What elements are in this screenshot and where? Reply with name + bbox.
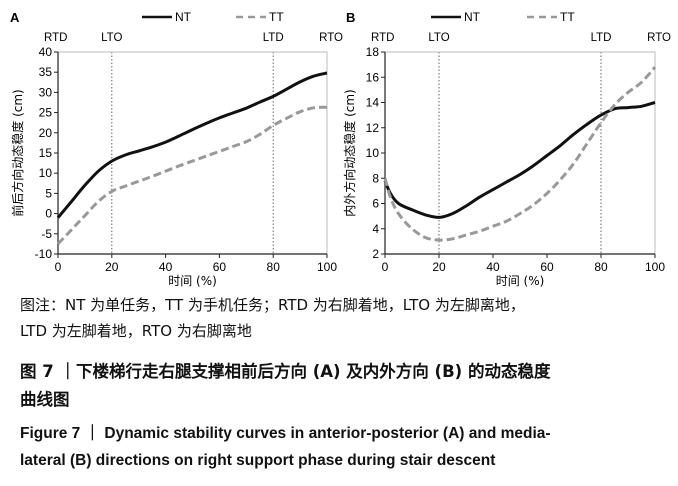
y-tick-label: 30: [39, 85, 53, 99]
chart-panel-b: B NT TT RTD LTO LTD RTO 2 4 6 8 10 12 14 16 18 0 20 40 60 80…: [342, 10, 671, 288]
cn-title-line-1: 图 7 ｜下楼梯行走右腿支撑相前后方向 (A) 及内外方向 (B) 的动态稳度: [20, 362, 551, 381]
series-line-tt: [383, 66, 657, 242]
y-tick-label: 0: [45, 207, 52, 221]
legend-label-tt: TT: [560, 10, 575, 24]
y-tick-label: 20: [39, 126, 53, 140]
series-line-nt: [383, 101, 656, 219]
y-tick-label: 15: [39, 146, 53, 160]
y-tick-label: 16: [366, 70, 380, 84]
event-label-rtd: RTD: [44, 32, 67, 44]
figure-note: 图注：NT 为单任务，TT 为手机任务；RTD 为右脚着地，LTO 为左脚离地，…: [20, 292, 670, 344]
legend-label-nt: NT: [464, 10, 481, 24]
y-tick-label: 35: [39, 65, 53, 79]
y-tick-label: 8: [372, 171, 379, 185]
panel-label: B: [346, 10, 355, 25]
y-tick-label: 40: [39, 45, 53, 59]
y-tick-label: -5: [41, 227, 52, 241]
figure-title-english: Figure 7 ｜ Dynamic stability curves in a…: [20, 420, 670, 474]
chart-panel-a: A NT TT RTD LTO LTD RTO -10 -5 0 5 10 15 20 25 30 35 40 0 2…: [10, 10, 343, 288]
y-tick-label: 12: [366, 121, 380, 135]
event-label-ltd: LTD: [591, 32, 612, 44]
event-label-ltd: LTD: [263, 32, 284, 44]
y-tick-label: 18: [366, 45, 380, 59]
x-tick-label: 100: [645, 260, 665, 274]
x-tick-label: 60: [540, 260, 554, 274]
cn-title-line-2: 曲线图: [20, 390, 70, 409]
legend-label-tt: TT: [269, 10, 284, 24]
y-axis-title: 内外方向动态稳度 (cm): [342, 89, 357, 216]
event-label-rto: RTO: [319, 32, 343, 44]
y-tick-label: 4: [372, 222, 379, 236]
series-line-tt: [56, 105, 328, 245]
y-tick-label: 14: [366, 96, 380, 110]
y-axis-title: 前后方向动态稳度 (cm): [10, 89, 25, 216]
x-axis-title: 时间 (%): [496, 274, 545, 288]
y-tick-label: 10: [39, 166, 53, 180]
x-tick-label: 20: [432, 260, 446, 274]
event-label-rtd: RTD: [371, 32, 394, 44]
x-tick-label: 40: [159, 260, 173, 274]
plot-frame: [57, 51, 328, 255]
note-line-1: 图注：NT 为单任务，TT 为手机任务；RTD 为右脚着地，LTO 为左脚离地，: [20, 296, 525, 314]
legend-label-nt: NT: [175, 10, 192, 24]
panel-label: A: [10, 10, 20, 25]
figure-title-chinese: 图 7 ｜下楼梯行走右腿支撑相前后方向 (A) 及内外方向 (B) 的动态稳度 …: [20, 358, 670, 414]
y-tick-label: 25: [39, 106, 53, 120]
x-tick-label: 100: [317, 260, 337, 274]
y-tick-label: -10: [35, 247, 53, 261]
y-tick-label: 2: [372, 247, 379, 261]
x-tick-label: 20: [105, 260, 119, 274]
y-tick-label: 10: [366, 146, 380, 160]
event-label-lto: LTO: [428, 32, 449, 44]
series-line-nt: [56, 71, 328, 219]
event-label-rto: RTO: [647, 32, 671, 44]
x-tick-label: 60: [213, 260, 227, 274]
x-tick-label: 80: [594, 260, 608, 274]
x-tick-label: 40: [486, 260, 500, 274]
en-title-line-2: lateral (B) directions on right support …: [20, 452, 496, 469]
en-title-line-1: Figure 7 ｜ Dynamic stability curves in a…: [20, 425, 551, 442]
x-axis-title: 时间 (%): [168, 274, 217, 288]
x-tick-label: 80: [267, 260, 281, 274]
event-label-lto: LTO: [101, 32, 122, 44]
y-tick-label: 5: [45, 186, 52, 200]
y-tick-label: 6: [372, 197, 379, 211]
note-line-2: LTD 为左脚着地，RTO 为右脚离地: [20, 322, 252, 340]
x-tick-label: 0: [55, 260, 62, 274]
plot-frame: [384, 51, 656, 255]
x-tick-label: 0: [382, 260, 389, 274]
